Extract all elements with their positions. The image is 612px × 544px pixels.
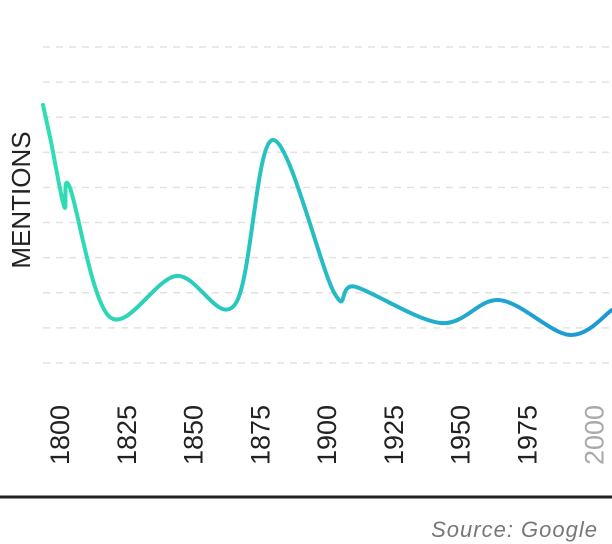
x-tick-label: 2000	[579, 405, 609, 465]
x-tick-label: 1825	[112, 405, 142, 465]
y-axis-label: MENTIONS	[6, 131, 36, 268]
x-tick-label: 1950	[446, 405, 476, 465]
x-tick-label: 1925	[379, 405, 409, 465]
x-tick-label: 1850	[179, 405, 209, 465]
x-tick-label: 1900	[312, 405, 342, 465]
x-tick-label: 1975	[513, 405, 543, 465]
x-tick-label: 1800	[45, 405, 75, 465]
source: Source: Google	[431, 517, 598, 542]
grid	[43, 46, 612, 364]
line	[41, 102, 612, 337]
x-tick-label: 1875	[245, 405, 275, 465]
